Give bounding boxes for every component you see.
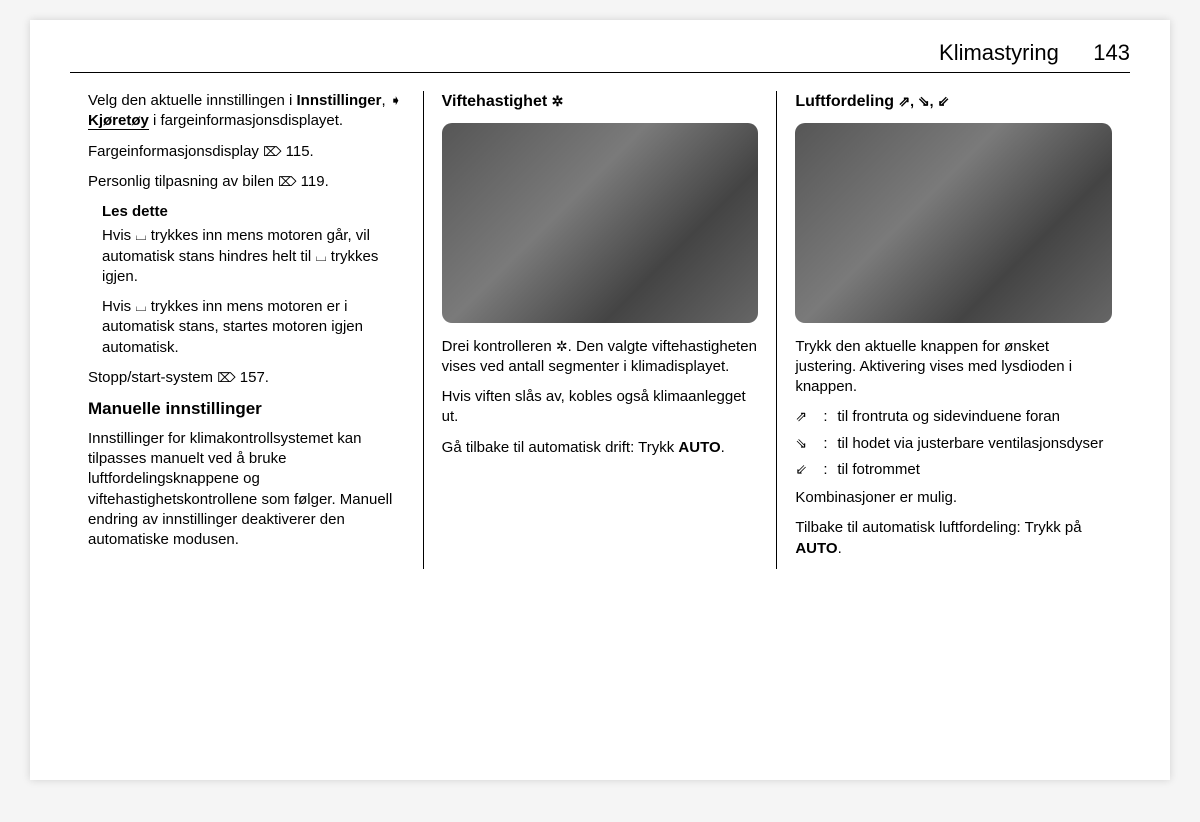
- list-item: ⇘ : til hodet via justerbare ventilasjon…: [795, 434, 1112, 454]
- defrost-icon: ⌴: [135, 227, 146, 243]
- col3-heading: Luftfordeling ⇗, ⇘, ⇙: [795, 91, 1112, 113]
- fan-icon: ✲: [552, 93, 564, 109]
- col3-paragraph-2: Kombinasjoner er mulig.: [795, 488, 1112, 508]
- air-distribution-icons: ⇗, ⇘, ⇙: [898, 93, 949, 109]
- page-number: 143: [1093, 40, 1130, 65]
- col3-paragraph-3: Tilbake til automatisk luftfordeling: Tr…: [795, 518, 1112, 559]
- column-1: Velg den aktuelle innstillingen i Innsti…: [70, 91, 423, 569]
- col1-paragraph-2: Fargeinformasjonsdisplay ⌦ 115.: [88, 142, 405, 162]
- col1-paragraph-5: Innstillinger for klimakontrollsystemet …: [88, 429, 405, 551]
- col3-paragraph-1: Trykk den aktuelle knappen for ønsket ju…: [795, 337, 1112, 398]
- notice-title: Les dette: [102, 202, 405, 222]
- col2-paragraph-1: Drei kontrolleren ✲. Den valgte viftehas…: [442, 337, 759, 378]
- reference-icon: ⌦: [278, 174, 296, 189]
- list-item: ⇗ : til frontruta og sidevinduene foran: [795, 407, 1112, 427]
- notice-block: Les dette Hvis ⌴ trykkes inn mens motore…: [88, 202, 405, 358]
- list-item: ⇙ : til fotrommet: [795, 460, 1112, 480]
- air-distribution-photo: [795, 123, 1112, 323]
- defrost-icon: ⌴: [135, 298, 146, 314]
- distribution-list: ⇗ : til frontruta og sidevinduene foran …: [795, 407, 1112, 480]
- col1-paragraph-3: Personlig tilpasning av bilen ⌦ 119.: [88, 172, 405, 192]
- column-3: Luftfordeling ⇗, ⇘, ⇙ Trykk den aktuelle…: [776, 91, 1130, 569]
- reference-icon: ⌦: [217, 370, 235, 385]
- manual-page: Klimastyring 143 Velg den aktuelle innst…: [30, 20, 1170, 780]
- notice-paragraph-2: Hvis ⌴ trykkes inn mens motoren er i aut…: [102, 297, 405, 358]
- foot-vent-icon: ⇙: [795, 460, 823, 480]
- page-header: Klimastyring 143: [70, 40, 1130, 73]
- col1-subheading: Manuelle innstillinger: [88, 398, 405, 421]
- column-2: Viftehastighet ✲ Drei kontrolleren ✲. De…: [423, 91, 777, 569]
- notice-paragraph-1: Hvis ⌴ trykkes inn mens motoren går, vil…: [102, 226, 405, 287]
- columns: Velg den aktuelle innstillingen i Innsti…: [70, 91, 1130, 569]
- fan-icon: ✲: [556, 338, 568, 354]
- reference-icon: ⌦: [263, 144, 281, 159]
- col2-paragraph-3: Gå tilbake til automatisk drift: Trykk A…: [442, 438, 759, 458]
- face-vent-icon: ⇘: [795, 434, 823, 454]
- defrost-icon: ⌴: [315, 248, 326, 264]
- menu-icon: ➧: [390, 92, 402, 108]
- col2-paragraph-2: Hvis viften slås av, kobles også klimaan…: [442, 387, 759, 428]
- windshield-icon: ⇗: [795, 407, 823, 427]
- fan-speed-photo: [442, 123, 759, 323]
- col1-paragraph-1: Velg den aktuelle innstillingen i Innsti…: [88, 91, 405, 132]
- col2-heading: Viftehastighet ✲: [442, 91, 759, 113]
- col1-paragraph-4: Stopp/start-system ⌦ 157.: [88, 368, 405, 388]
- section-title: Klimastyring: [939, 40, 1059, 65]
